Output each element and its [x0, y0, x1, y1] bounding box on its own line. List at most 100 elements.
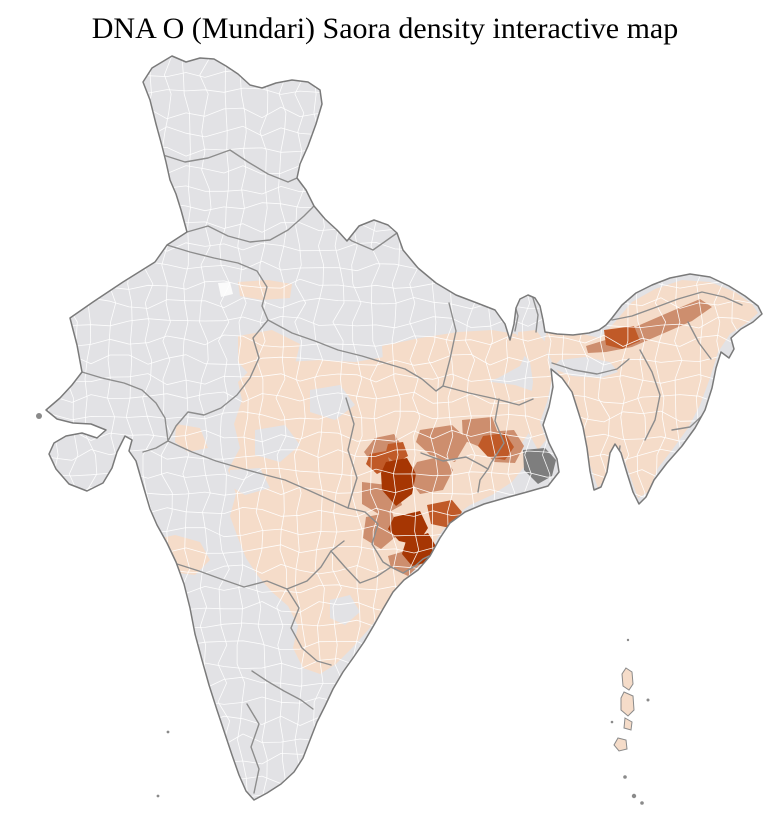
- state-border-line: [251, 670, 314, 710]
- density-region-low[interactable]: [238, 280, 292, 300]
- state-border-line: [487, 398, 505, 470]
- island[interactable]: [620, 691, 635, 717]
- state-border-line: [176, 540, 345, 590]
- island-speck: [156, 794, 160, 798]
- district-line: [46, 410, 757, 423]
- district-line: [46, 676, 757, 690]
- district-line: [46, 695, 757, 708]
- andaman-nicobar-islands[interactable]: [613, 667, 635, 752]
- district-line: [46, 56, 59, 798]
- district-line: [46, 144, 757, 158]
- district-line: [46, 334, 757, 348]
- district-line: [46, 391, 757, 404]
- district-line: [46, 316, 757, 329]
- mainland-layer: [28, 55, 763, 801]
- district-line: [46, 353, 757, 366]
- density-region-medium[interactable]: [363, 512, 399, 549]
- district-line: [46, 125, 757, 138]
- island-speck: [640, 801, 644, 805]
- district-line: [46, 714, 757, 728]
- district-line: [46, 297, 757, 310]
- density-region-high[interactable]: [385, 442, 408, 463]
- district-line: [46, 733, 757, 747]
- state-border-line: [551, 358, 630, 375]
- state-border-line: [167, 440, 349, 509]
- density-region-medium[interactable]: [408, 456, 453, 494]
- district-line: [559, 56, 572, 798]
- state-border-line: [671, 413, 705, 431]
- district-line: [84, 56, 98, 798]
- district-line: [46, 486, 757, 498]
- island-speck: [36, 413, 42, 419]
- state-border-line: [142, 319, 269, 453]
- island-speck: [631, 793, 637, 799]
- state-border-line: [442, 302, 457, 387]
- state-border-line: [639, 349, 661, 441]
- district-line: [275, 56, 288, 798]
- state-border-line: [186, 205, 315, 243]
- density-region-very_high[interactable]: [388, 511, 428, 545]
- district-line: [46, 373, 757, 386]
- district-line: [236, 56, 249, 798]
- island-speck: [626, 638, 630, 642]
- state-border-line: [162, 149, 298, 183]
- density-region-medium[interactable]: [416, 425, 468, 462]
- district-line: [46, 657, 757, 670]
- density-region-low[interactable]: [518, 330, 552, 450]
- district-line: [255, 56, 269, 798]
- district-line: [46, 69, 757, 81]
- density-region-none[interactable]: [255, 425, 300, 462]
- state-border-line: [246, 703, 260, 794]
- island-speck: [623, 775, 627, 779]
- district-line: [46, 429, 757, 443]
- district-line: [712, 56, 725, 798]
- district-line: [46, 600, 757, 614]
- island[interactable]: [613, 737, 628, 752]
- state-border-line: [477, 468, 489, 493]
- state-border-line: [347, 507, 392, 568]
- district-line: [46, 163, 757, 177]
- small-island-specks: [36, 413, 650, 805]
- state-border-line: [286, 588, 332, 666]
- district-line: [46, 639, 757, 651]
- district-line: [46, 182, 757, 196]
- district-line: [749, 56, 762, 798]
- state-border-line: [330, 550, 392, 584]
- district-line: [46, 752, 757, 766]
- island[interactable]: [621, 667, 634, 691]
- density-region-low[interactable]: [544, 280, 758, 498]
- district-line: [730, 56, 744, 798]
- state-border-line: [390, 555, 430, 574]
- district-line: [46, 202, 757, 214]
- density-region-low[interactable]: [172, 617, 182, 634]
- island-speck: [646, 698, 650, 702]
- island[interactable]: [623, 717, 633, 731]
- district-line: [46, 87, 757, 101]
- density-region-low[interactable]: [175, 424, 208, 452]
- state-border-line: [687, 321, 712, 360]
- district-line: [46, 791, 757, 800]
- district-line: [217, 56, 231, 798]
- district-line: [46, 56, 757, 63]
- state-border-line: [81, 371, 169, 442]
- state-border-line: [345, 397, 358, 509]
- island-speck: [166, 730, 170, 734]
- state-border-line: [420, 452, 489, 470]
- density-region-very_high[interactable]: [381, 458, 416, 506]
- india-outer-border: [45, 55, 763, 801]
- state-border-line: [267, 319, 444, 392]
- district-line: [46, 771, 757, 785]
- district-line: [46, 106, 757, 120]
- density-region-high[interactable]: [478, 433, 514, 460]
- island-speck: [610, 720, 614, 724]
- district-line: [46, 619, 757, 632]
- district-line: [28, 56, 40, 797]
- map-title: DNA O (Mundari) Saora density interactiv…: [91, 12, 679, 45]
- density-region-low[interactable]: [256, 544, 334, 590]
- state-border-line: [442, 385, 534, 406]
- state-border-line: [611, 291, 743, 321]
- state-border-line: [166, 244, 269, 321]
- district-line: [46, 468, 757, 481]
